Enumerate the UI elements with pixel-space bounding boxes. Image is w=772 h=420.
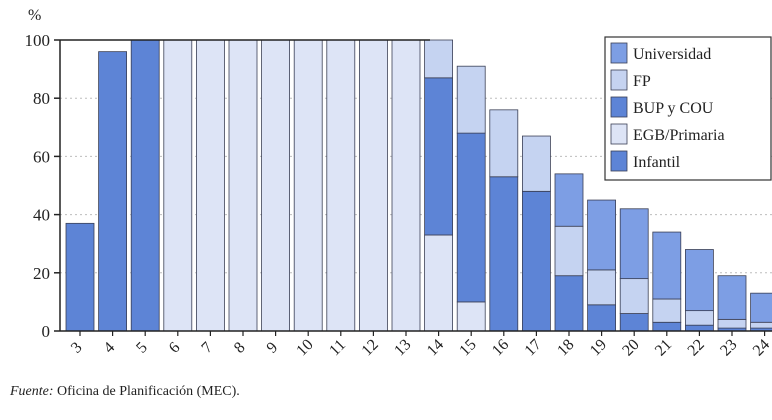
y-axis-label: % — [28, 7, 41, 24]
x-tick-label-7: 7 — [198, 339, 216, 357]
legend-box — [604, 36, 772, 181]
bar-16-bup-y-cou — [489, 176, 519, 332]
legend-label-fp: FP — [633, 73, 651, 90]
x-tick-label-16: 16 — [489, 336, 512, 359]
bar-7-egb-primaria — [195, 39, 225, 332]
bar-22-fp — [685, 310, 714, 326]
x-tick-label-22: 22 — [685, 336, 708, 359]
bar-12-egb-primaria — [358, 39, 388, 332]
x-tick-label-17: 17 — [522, 336, 545, 359]
legend-swatch-universidad — [610, 42, 628, 64]
bar-16-fp — [489, 109, 519, 178]
bar-8-egb-primaria — [228, 39, 258, 332]
bar-20-universidad — [619, 208, 649, 280]
x-tick-label-12: 12 — [359, 336, 382, 359]
bar-21-universidad — [652, 231, 682, 300]
bar-15-egb-primaria — [456, 301, 486, 332]
x-tick-label-21: 21 — [652, 336, 675, 359]
axes: % — [28, 7, 772, 332]
bar-23-universidad — [717, 275, 747, 320]
legend-label-bup-y-cou: BUP y COU — [633, 100, 714, 117]
x-tick-label-18: 18 — [554, 336, 577, 359]
x-tick-label-15: 15 — [456, 336, 479, 359]
legend: Universidad FP BUP y COU EGB/Primaria Infant… — [604, 36, 772, 181]
bar-9-egb-primaria — [261, 39, 291, 332]
legend-swatch-infantil — [610, 150, 628, 172]
legend-label-infantil: Infantil — [633, 154, 681, 171]
y-tick-label-80: 80 — [33, 89, 50, 108]
y-tick-label-0: 0 — [42, 322, 51, 341]
x-tick-label-24: 24 — [750, 336, 772, 359]
bar-24-fp — [750, 321, 772, 329]
bar-14-bup-y-cou — [424, 77, 454, 236]
bar-17-bup-y-cou — [522, 190, 551, 332]
bar-17-fp — [522, 135, 551, 192]
bar-21-fp — [652, 298, 682, 323]
bar-19-fp — [587, 269, 616, 306]
x-tick-label-20: 20 — [619, 336, 642, 359]
bar-18-universidad — [554, 173, 584, 227]
bar-14-egb-primaria — [424, 234, 454, 332]
legend-swatch-egb-primaria — [610, 123, 628, 145]
x-tick-label-14: 14 — [424, 336, 447, 359]
bar-15-bup-y-cou — [456, 132, 486, 303]
x-tick-label-3: 3 — [68, 339, 86, 357]
bar-3-infantil — [65, 222, 95, 332]
x-tick-label-8: 8 — [231, 339, 249, 357]
bar-11-egb-primaria — [326, 39, 356, 332]
x-tick-label-10: 10 — [293, 336, 316, 359]
y-tick-label-100: 100 — [25, 31, 51, 50]
legend-swatch-fp — [610, 69, 628, 91]
x-tick-label-23: 23 — [717, 336, 740, 359]
x-tick-label-19: 19 — [587, 336, 610, 359]
x-ticks: 3 4 5 6 7 8 9 10 11 12 13 14 15 16 17 18 19 20 21 22 23 24 — [68, 331, 772, 359]
bar-15-fp — [456, 65, 486, 134]
source-label: Fuente: — [10, 384, 54, 399]
legend-label-universidad: Universidad — [633, 46, 711, 63]
x-tick-label-13: 13 — [391, 336, 414, 359]
y-ticks: 0 20 40 60 80 100 — [25, 31, 60, 341]
bar-13-egb-primaria — [391, 39, 421, 332]
legend-label-egb-primaria: EGB/Primaria — [633, 127, 725, 144]
y-tick-label-40: 40 — [33, 206, 50, 225]
bar-18-fp — [554, 225, 584, 277]
legend-swatch-bup-y-cou — [610, 96, 628, 118]
bar-10-egb-primaria — [293, 39, 323, 332]
bar-20-fp — [619, 278, 649, 314]
x-tick-label-11: 11 — [326, 336, 349, 359]
x-tick-label-9: 9 — [264, 339, 282, 357]
bar-5-infantil — [130, 39, 160, 332]
bar-4-infantil — [98, 51, 127, 332]
bar-19-bup-y-cou — [587, 304, 616, 332]
bar-18-bup-y-cou — [554, 275, 584, 332]
source-note: Fuente: Oficina de Planificación (MEC). — [10, 384, 240, 400]
bar-23-fp — [717, 318, 747, 329]
bar-14-fp — [424, 39, 454, 79]
bar-22-bup-y-cou — [685, 324, 714, 332]
source-text: Oficina de Planificación (MEC). — [57, 384, 240, 399]
bar-6-egb-primaria — [163, 39, 193, 332]
bar-20-bup-y-cou — [619, 313, 649, 332]
x-tick-label-4: 4 — [101, 339, 119, 357]
bar-21-bup-y-cou — [652, 321, 682, 332]
bar-19-universidad — [587, 199, 616, 271]
y-tick-label-20: 20 — [33, 264, 50, 283]
bar-22-universidad — [685, 249, 714, 312]
y-tick-label-60: 60 — [33, 147, 50, 166]
x-tick-label-5: 5 — [133, 339, 151, 357]
x-tick-label-6: 6 — [166, 339, 184, 357]
bar-24-universidad — [750, 292, 772, 323]
